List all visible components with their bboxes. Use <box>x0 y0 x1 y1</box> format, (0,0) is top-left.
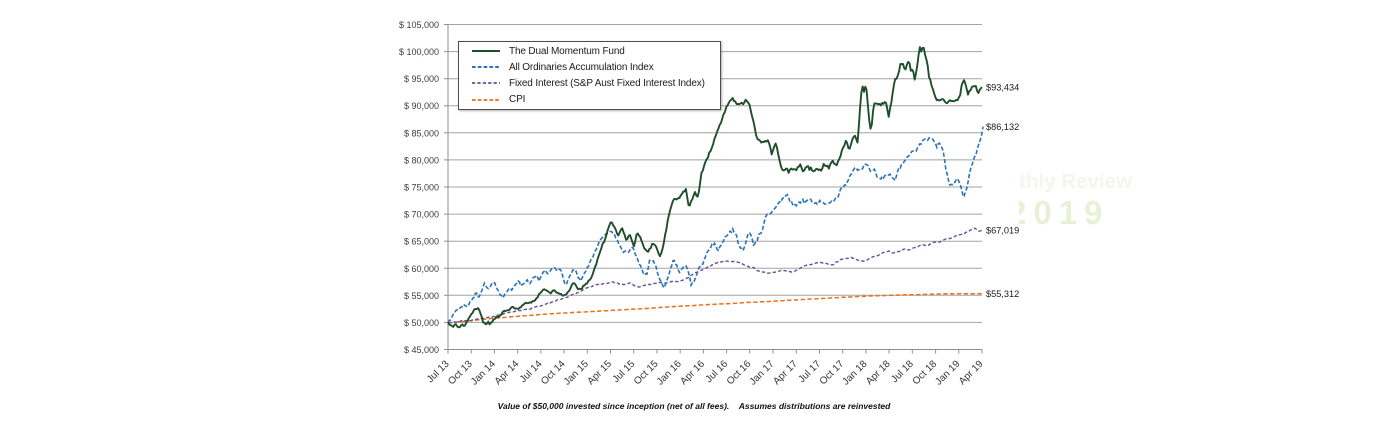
svg-text:$ 50,000: $ 50,000 <box>404 318 439 328</box>
svg-text:Apr 16: Apr 16 <box>678 358 707 387</box>
svg-text:$ 60,000: $ 60,000 <box>404 264 439 274</box>
svg-text:$ 95,000: $ 95,000 <box>404 74 439 84</box>
svg-text:Jan 16: Jan 16 <box>655 358 684 387</box>
svg-text:$55,312: $55,312 <box>986 289 1019 299</box>
svg-text:$ 55,000: $ 55,000 <box>404 291 439 301</box>
svg-text:Apr 15: Apr 15 <box>586 358 615 387</box>
svg-text:$ 65,000: $ 65,000 <box>404 237 439 247</box>
svg-text:$ 100,000: $ 100,000 <box>399 47 439 57</box>
svg-text:$ 75,000: $ 75,000 <box>404 183 439 193</box>
svg-text:$ 105,000: $ 105,000 <box>399 20 439 30</box>
svg-text:Jan 17: Jan 17 <box>748 358 777 387</box>
svg-text:Jan 14: Jan 14 <box>469 358 498 387</box>
svg-text:$ 80,000: $ 80,000 <box>404 155 439 165</box>
svg-text:$ 45,000: $ 45,000 <box>404 345 439 355</box>
svg-text:Jan 19: Jan 19 <box>933 358 962 387</box>
svg-text:Jan 18: Jan 18 <box>841 358 870 387</box>
svg-text:Apr 14: Apr 14 <box>493 358 522 387</box>
svg-text:$86,132: $86,132 <box>986 122 1019 132</box>
svg-text:$ 70,000: $ 70,000 <box>404 210 439 220</box>
svg-text:$ 90,000: $ 90,000 <box>404 101 439 111</box>
svg-text:Jan 15: Jan 15 <box>562 358 591 387</box>
svg-text:Apr 17: Apr 17 <box>771 358 800 387</box>
svg-text:Apr 18: Apr 18 <box>864 358 893 387</box>
svg-text:$67,019: $67,019 <box>986 226 1019 236</box>
svg-text:$93,434: $93,434 <box>986 83 1019 93</box>
svg-text:Apr 19: Apr 19 <box>957 358 986 387</box>
svg-text:$ 85,000: $ 85,000 <box>404 128 439 138</box>
